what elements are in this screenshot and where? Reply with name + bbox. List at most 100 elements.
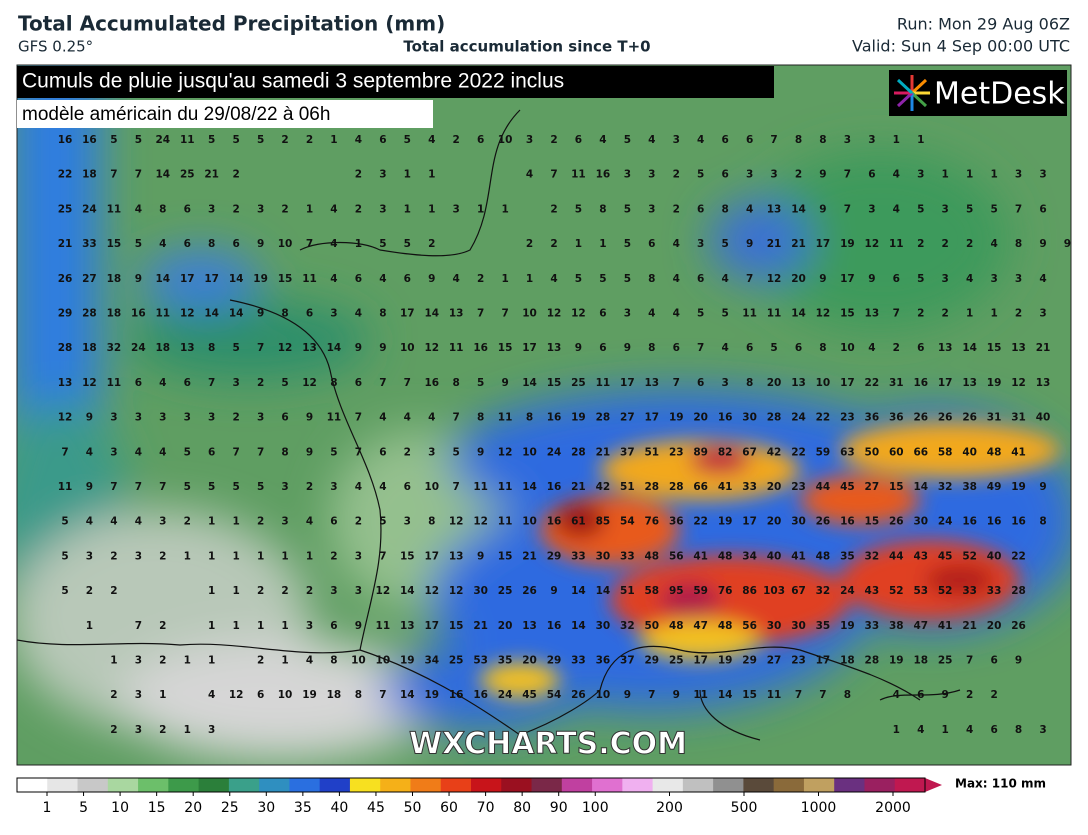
grid-value: 11 [473,481,488,493]
colorbar: 1 5 10 15 20 25 30 35 40 45 50 60 70 80 90 100 200 500 100… [16,777,942,816]
grid-value: 21 [791,238,806,250]
grid-value: 3 [1015,169,1022,181]
grid-value: 52 [962,550,977,562]
grid-value: 5 [453,446,460,458]
grid-value: 26 [1011,620,1026,632]
grid-value: 8 [477,412,484,424]
grid-value: 8 [330,655,337,667]
grid-value: 28 [571,446,586,458]
valid: Valid: Sun 4 Sep 00:00 UTC [852,37,1070,56]
grid-value: 11 [693,689,708,701]
grid-value: 41 [693,550,708,562]
watermark: WXCHARTS.COM [409,727,687,762]
grid-value: 5 [208,481,215,493]
grid-value: 3 [648,203,655,215]
grid-value: 2 [1015,308,1022,320]
grid-value: 51 [620,585,635,597]
colorbar-swatch [471,778,502,792]
grid-value: 17 [693,655,708,667]
grid-value: 33 [962,585,977,597]
grid-value: 11 [180,134,195,146]
grid-value: 3 [208,412,215,424]
grid-value: 17 [840,273,855,285]
grid-value: 18 [107,308,122,320]
colorbar-swatch [380,778,411,792]
grid-value: 19 [571,412,586,424]
grid-value: 7 [453,481,460,493]
grid-value: 2 [428,238,435,250]
grid-value: 6 [281,412,288,424]
grid-value: 48 [718,550,733,562]
grid-value: 2 [306,585,313,597]
grid-value: 54 [620,516,635,528]
grid-value: 16 [547,481,562,493]
grid-value: 32 [865,550,880,562]
grid-value: 2 [942,308,949,320]
grid-value: 9 [501,377,508,389]
grid-value: 4 [966,273,973,285]
grid-value: 2 [477,273,484,285]
grid-value: 29 [547,550,562,562]
grid-value: 16 [473,342,488,354]
grid-value: 1 [306,550,313,562]
grid-value: 50 [865,446,880,458]
grid-value: 1 [110,655,117,667]
colorbar-tick-label: 45 [367,800,385,816]
grid-value: 24 [131,342,146,354]
grid-value: 6 [697,203,704,215]
grid-value: 28 [596,412,611,424]
grid-value: 40 [962,446,977,458]
grid-value: 41 [938,620,953,632]
grid-value: 8 [281,446,288,458]
grid-value: 1 [184,550,191,562]
grid-value: 1 [599,238,606,250]
colorbar-swatch [440,778,472,792]
grid-value: 60 [889,446,904,458]
grid-value: 2 [257,516,264,528]
grid-value: 6 [599,308,606,320]
colorbar-tick-label: 70 [477,800,495,816]
grid-value: 3 [110,446,117,458]
grid-value: 21 [767,238,782,250]
grid-value: 13 [449,550,464,562]
grid-value: 3 [110,412,117,424]
grid-value: 26 [889,516,904,528]
grid-value: 33 [82,238,97,250]
grid-value: 43 [865,585,880,597]
grid-value: 1 [208,655,215,667]
colorbar-tick-label: 35 [294,800,312,816]
grid-value: 14 [424,308,439,320]
grid-value: 2 [232,203,239,215]
grid-value: 30 [791,620,806,632]
grid-value: 12 [816,308,831,320]
grid-value: 30 [791,516,806,528]
grid-value: 14 [229,308,244,320]
grid-value: 3 [330,308,337,320]
grid-value: 3 [379,169,386,181]
grid-value: 51 [620,481,635,493]
grid-value: 56 [742,620,757,632]
grid-value: 30 [596,620,611,632]
grid-value: 26 [58,273,73,285]
grid-value: 10 [816,377,831,389]
grid-value: 4 [966,724,973,736]
grid-value: 6 [893,273,900,285]
grid-value: 8 [379,308,386,320]
grid-value: 4 [550,273,557,285]
grid-value: 45 [938,550,953,562]
grid-value: 4 [868,342,875,354]
grid-value: 9 [477,446,484,458]
grid-value: 59 [816,446,831,458]
grid-value: 8 [281,308,288,320]
grid-value: 42 [596,481,611,493]
grid-value: 3 [232,377,239,389]
subtitle: Total accumulation since T+0 [403,38,650,56]
grid-value: 21 [204,169,219,181]
colorbar-tick-label: 10 [111,800,129,816]
grid-value: 9 [306,446,313,458]
grid-value: 1 [526,273,533,285]
colorbar-swatch [713,778,744,792]
grid-value: 10 [278,238,293,250]
grid-value: 89 [693,446,708,458]
grid-value: 2 [453,134,460,146]
